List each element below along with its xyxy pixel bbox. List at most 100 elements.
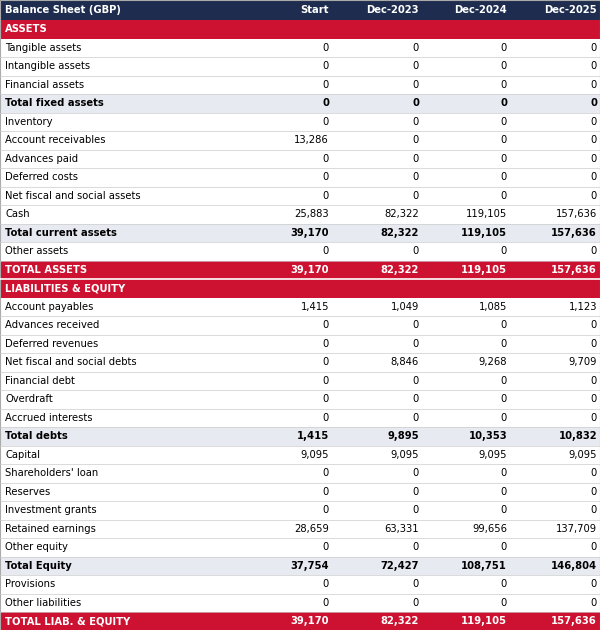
Text: 1,415: 1,415 <box>301 302 329 312</box>
Text: 0: 0 <box>323 172 329 182</box>
Text: 0: 0 <box>591 487 597 496</box>
Text: 0: 0 <box>501 598 507 608</box>
Bar <box>0 242 600 260</box>
Text: 0: 0 <box>591 413 597 423</box>
Text: 157,636: 157,636 <box>551 228 597 238</box>
Text: 0: 0 <box>323 542 329 553</box>
Text: Other assets: Other assets <box>5 246 68 256</box>
Text: 0: 0 <box>323 357 329 367</box>
Bar <box>0 224 600 242</box>
Bar <box>0 38 600 57</box>
Text: 9,268: 9,268 <box>479 357 507 367</box>
Text: Financial debt: Financial debt <box>5 375 75 386</box>
Text: 9,095: 9,095 <box>301 450 329 460</box>
Text: 0: 0 <box>501 468 507 478</box>
Text: 0: 0 <box>501 80 507 89</box>
Text: 9,895: 9,895 <box>388 432 419 441</box>
Text: 0: 0 <box>323 246 329 256</box>
Bar <box>0 149 600 168</box>
Text: Start: Start <box>301 5 329 15</box>
Bar <box>0 168 600 186</box>
Text: 157,636: 157,636 <box>556 209 597 219</box>
Text: 0: 0 <box>501 375 507 386</box>
Text: 0: 0 <box>501 61 507 71</box>
Text: 0: 0 <box>323 154 329 164</box>
Text: Shareholders' loan: Shareholders' loan <box>5 468 98 478</box>
Text: 63,331: 63,331 <box>385 524 419 534</box>
Bar <box>0 0 600 20</box>
Text: 0: 0 <box>500 98 507 108</box>
Text: 0: 0 <box>501 579 507 589</box>
Text: 0: 0 <box>591 43 597 53</box>
Text: 82,322: 82,322 <box>384 209 419 219</box>
Bar <box>0 260 600 279</box>
Text: 146,804: 146,804 <box>551 561 597 571</box>
Text: TOTAL ASSETS: TOTAL ASSETS <box>5 265 87 275</box>
Text: 0: 0 <box>323 80 329 89</box>
Text: 119,105: 119,105 <box>466 209 507 219</box>
Bar <box>0 353 600 372</box>
Text: Total debts: Total debts <box>5 432 68 441</box>
Bar <box>0 113 600 131</box>
Text: 99,656: 99,656 <box>472 524 507 534</box>
Text: 0: 0 <box>591 246 597 256</box>
Text: Accrued interests: Accrued interests <box>5 413 92 423</box>
Text: 137,709: 137,709 <box>556 524 597 534</box>
Text: 25,883: 25,883 <box>295 209 329 219</box>
Text: 9,095: 9,095 <box>569 450 597 460</box>
Text: 10,832: 10,832 <box>559 432 597 441</box>
Text: 0: 0 <box>323 191 329 201</box>
Text: 0: 0 <box>413 542 419 553</box>
Text: 39,170: 39,170 <box>290 616 329 626</box>
Text: 0: 0 <box>413 320 419 330</box>
Text: Overdraft: Overdraft <box>5 394 53 404</box>
Text: ASSETS: ASSETS <box>5 24 48 34</box>
Text: 0: 0 <box>591 154 597 164</box>
Text: 0: 0 <box>591 117 597 127</box>
Text: 0: 0 <box>413 246 419 256</box>
Text: 0: 0 <box>501 246 507 256</box>
Text: 0: 0 <box>323 394 329 404</box>
Bar <box>0 612 600 630</box>
Bar <box>0 445 600 464</box>
Bar <box>0 131 600 149</box>
Text: Tangible assets: Tangible assets <box>5 43 82 53</box>
Text: Provisions: Provisions <box>5 579 55 589</box>
Text: 0: 0 <box>323 61 329 71</box>
Bar <box>0 372 600 390</box>
Text: 0: 0 <box>323 413 329 423</box>
Text: 0: 0 <box>501 542 507 553</box>
Text: 82,322: 82,322 <box>380 616 419 626</box>
Text: 0: 0 <box>323 339 329 349</box>
Text: Account receivables: Account receivables <box>5 135 106 146</box>
Text: 82,322: 82,322 <box>380 265 419 275</box>
Text: Total fixed assets: Total fixed assets <box>5 98 104 108</box>
Text: 0: 0 <box>591 542 597 553</box>
Bar <box>0 297 600 316</box>
Text: Inventory: Inventory <box>5 117 53 127</box>
Text: Deferred revenues: Deferred revenues <box>5 339 98 349</box>
Bar <box>0 186 600 205</box>
Text: 0: 0 <box>323 505 329 515</box>
Bar <box>0 483 600 501</box>
Text: 0: 0 <box>323 375 329 386</box>
Bar <box>0 57 600 76</box>
Text: 0: 0 <box>323 598 329 608</box>
Text: 9,709: 9,709 <box>569 357 597 367</box>
Text: 0: 0 <box>591 468 597 478</box>
Text: 0: 0 <box>413 598 419 608</box>
Text: Cash: Cash <box>5 209 29 219</box>
Text: 0: 0 <box>323 117 329 127</box>
Text: 0: 0 <box>413 117 419 127</box>
Text: 0: 0 <box>591 375 597 386</box>
Text: 0: 0 <box>412 98 419 108</box>
Bar <box>0 427 600 445</box>
Text: 0: 0 <box>413 375 419 386</box>
Bar <box>0 279 600 297</box>
Text: 0: 0 <box>501 191 507 201</box>
Bar <box>0 408 600 427</box>
Text: 0: 0 <box>501 135 507 146</box>
Text: Financial assets: Financial assets <box>5 80 84 89</box>
Bar <box>0 76 600 94</box>
Text: 0: 0 <box>323 579 329 589</box>
